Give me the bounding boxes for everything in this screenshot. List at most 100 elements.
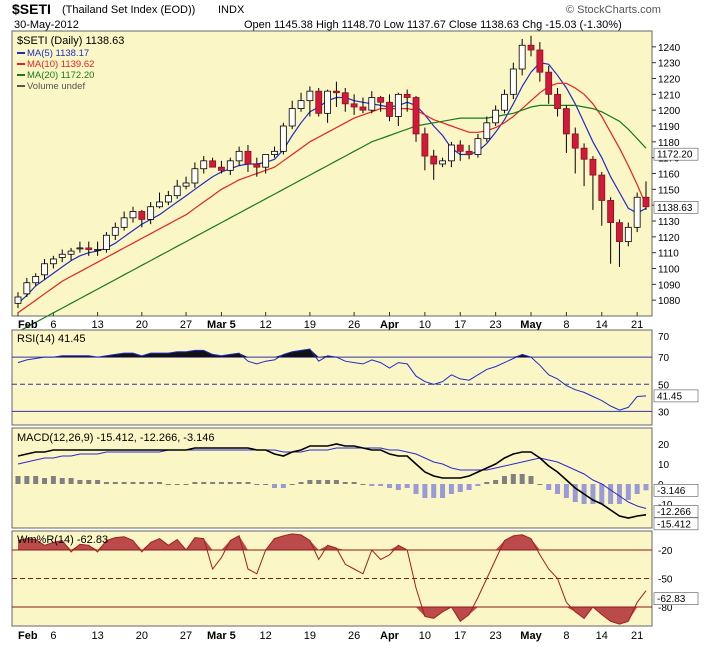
- chart-copyright: © StockCharts.com: [566, 4, 661, 16]
- price-title: $SETI (Daily) 1138.63: [17, 35, 124, 47]
- candle-body: [465, 150, 473, 155]
- macd-histogram-bar: [148, 482, 154, 484]
- macd-signal-value: -12.266: [657, 507, 691, 518]
- macd-histogram-bar: [245, 482, 251, 484]
- bottom-xlabel: 12: [260, 630, 272, 642]
- price-xlabel: 14: [596, 319, 608, 331]
- macd-histogram-bar: [316, 480, 322, 484]
- wr-ytick-label: -50: [658, 575, 673, 586]
- candle-body: [527, 44, 535, 51]
- price-label-ma20-box: [653, 147, 699, 161]
- macd-histogram-bar: [298, 482, 304, 484]
- bottom-xlabel: 27: [180, 630, 192, 642]
- chart-exchange: INDX: [218, 4, 245, 16]
- rsi-value-label-box: [653, 389, 699, 403]
- bottom-xlabel: 23: [490, 630, 502, 642]
- bottom-xlabel: 21: [631, 630, 643, 642]
- macd-histogram-bar: [103, 482, 109, 484]
- price-xlabel: 26: [348, 319, 360, 331]
- candle-body: [474, 138, 482, 155]
- bottom-xlabel: May: [520, 630, 542, 642]
- wr-ytick-label: -80: [658, 603, 673, 614]
- macd-histogram-bar: [351, 482, 357, 484]
- macd-histogram-bar: [616, 484, 622, 504]
- macd-histogram-bar: [33, 476, 39, 484]
- macd-histogram-bar: [289, 484, 295, 485]
- candle-body: [324, 90, 331, 114]
- macd-ytick-label: 20: [658, 440, 670, 451]
- candle-body: [279, 125, 287, 152]
- candle-body: [129, 211, 137, 219]
- candle-body: [607, 200, 615, 223]
- macd-histogram-bar: [590, 484, 596, 504]
- price-xlabel: 23: [490, 319, 502, 331]
- candle-body: [509, 68, 517, 95]
- price-ytick-label: 1100: [658, 265, 680, 276]
- price-label-close-box: [653, 201, 699, 214]
- macd-histogram-bar: [386, 484, 392, 488]
- macd-histogram-bar: [404, 484, 410, 488]
- macd-histogram-bar: [422, 484, 428, 498]
- macd-histogram-bar: [528, 476, 534, 484]
- chart-symbol: $SETI: [12, 1, 51, 17]
- bottom-xlabel: 13: [91, 630, 103, 642]
- price-xlabel: 13: [91, 319, 103, 331]
- rsi-panel: [11, 329, 653, 426]
- macd-value: -15.412: [657, 519, 691, 530]
- macd-histogram-bar: [15, 476, 21, 484]
- rsi-ytick-label: 70: [658, 353, 670, 364]
- bottom-xlabel: 19: [304, 630, 316, 642]
- macd-histogram-bar: [431, 484, 437, 498]
- candle-body: [350, 103, 358, 108]
- price-ytick-label: 1230: [658, 59, 681, 70]
- candle-body: [173, 185, 181, 197]
- macd-histogram-bar: [510, 474, 516, 484]
- candle-body: [288, 108, 296, 127]
- wr-line: [17, 533, 647, 625]
- bottom-xlabel: 17: [454, 630, 466, 642]
- candle-body: [554, 93, 561, 109]
- candle-body: [23, 282, 31, 295]
- macd-histogram-bar: [501, 476, 507, 484]
- macd-histogram-bar: [280, 484, 286, 488]
- macd-histogram-bar: [263, 484, 269, 485]
- candle-body: [147, 206, 155, 220]
- candle-body: [76, 247, 84, 250]
- candle-body: [49, 258, 57, 265]
- macd-histogram-bar: [112, 482, 118, 484]
- candle-body: [562, 108, 570, 135]
- price-ytick-label: 1090: [658, 280, 681, 291]
- macd-histogram-bar: [227, 482, 233, 484]
- candle-body: [120, 217, 128, 228]
- ma-line-2: [17, 82, 647, 314]
- bottom-xlabel: Apr: [380, 630, 400, 642]
- candle-body: [103, 234, 110, 250]
- macd-histogram-bar: [608, 484, 614, 504]
- macd-hist-value: -3.146: [657, 486, 686, 497]
- candle-body: [386, 101, 393, 117]
- macd-histogram-bar: [210, 482, 216, 484]
- legend-entry: MA(5) 1138.17: [27, 48, 89, 59]
- price-xlabel: May: [520, 319, 542, 331]
- macd-histogram-bar: [254, 484, 260, 485]
- price-xlabel: 21: [631, 319, 643, 331]
- price-xlabel: Mar 5: [207, 319, 236, 331]
- candle-body: [394, 93, 402, 117]
- macd-histogram-bar: [192, 482, 198, 484]
- candle-body: [191, 168, 199, 184]
- candle-body: [244, 150, 252, 165]
- macd-histogram-bar: [121, 482, 127, 484]
- price-ytick-label: 1240: [658, 43, 681, 54]
- candle-body: [518, 44, 526, 70]
- bottom-xlabel: Mar 5: [207, 630, 236, 642]
- candle-body: [182, 182, 190, 187]
- legend-entry: MA(10) 1139.62: [27, 59, 94, 70]
- macd-histogram-bar: [201, 482, 207, 484]
- candle-body: [483, 122, 491, 140]
- macd-histogram-bar: [342, 482, 348, 484]
- macd-histogram-bar: [174, 484, 180, 485]
- price-xlabel: Feb: [18, 319, 38, 331]
- macd-histogram-bar: [378, 484, 384, 486]
- price-ytick-label: 1080: [658, 296, 681, 307]
- macd-histogram-bar: [519, 474, 525, 484]
